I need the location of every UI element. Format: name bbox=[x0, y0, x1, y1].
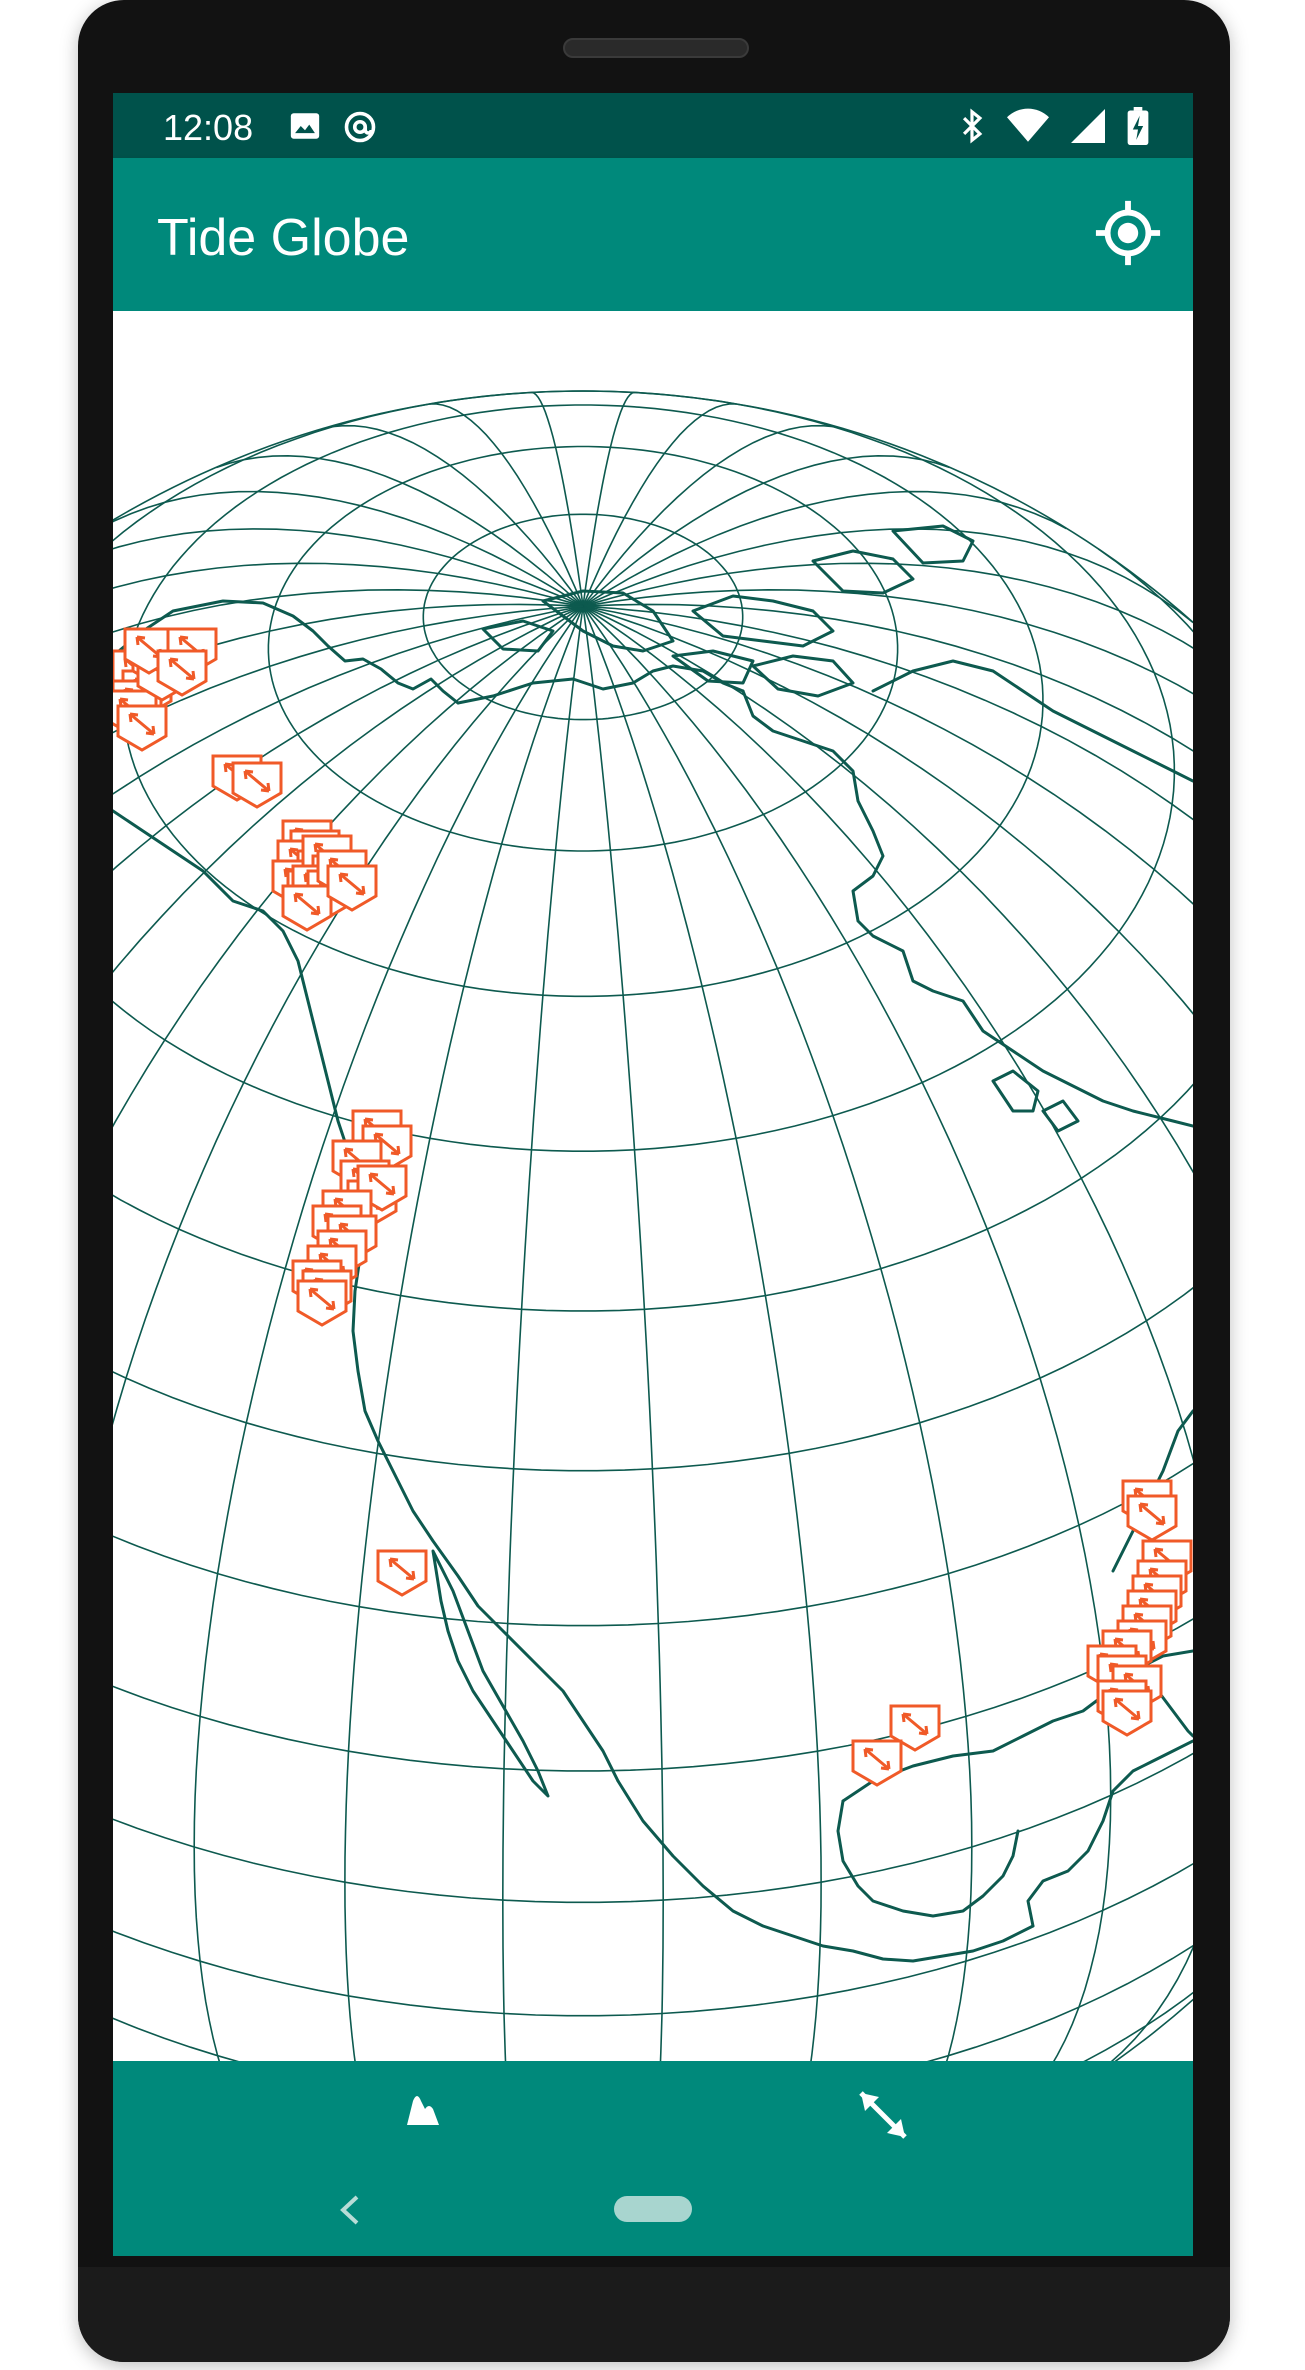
graticule bbox=[113, 390, 1193, 2061]
meridian-line bbox=[113, 605, 584, 1128]
meridian-line bbox=[501, 606, 584, 2061]
coastline-gulf bbox=[1026, 1739, 1193, 1928]
meridian-line bbox=[113, 603, 584, 681]
current-station-marker[interactable] bbox=[851, 1739, 903, 1787]
meridian-line bbox=[582, 562, 1193, 649]
parallel-line bbox=[113, 1752, 1193, 1904]
current-station-marker[interactable] bbox=[326, 864, 378, 912]
coastline-labrador bbox=[871, 659, 1193, 783]
at-sign-icon bbox=[342, 109, 378, 150]
globe-outline bbox=[113, 390, 1193, 2061]
parallel-line bbox=[113, 1462, 1193, 1627]
coastline-baja bbox=[431, 1549, 550, 1798]
meridian-line bbox=[582, 490, 1067, 607]
parallel-line bbox=[113, 1618, 1193, 1772]
app-bar: Tide Globe bbox=[113, 158, 1193, 311]
coastline-arctic bbox=[456, 664, 745, 705]
current-station-marker[interactable] bbox=[889, 1704, 941, 1752]
meridian-line bbox=[582, 588, 1193, 695]
coastline-hudson-bay bbox=[741, 689, 1193, 1128]
meridian-line bbox=[344, 605, 584, 2061]
parallel-line bbox=[1083, 1991, 1193, 2061]
screen: 12:08 Tide Globe bbox=[113, 93, 1193, 2256]
meridian-line bbox=[582, 605, 822, 2061]
meridian-line bbox=[531, 391, 584, 607]
image-icon bbox=[288, 109, 322, 150]
meridian-line bbox=[582, 605, 1193, 2061]
meridian-line bbox=[582, 605, 1112, 2061]
bluetooth-icon bbox=[959, 107, 985, 150]
phone-speaker bbox=[563, 38, 749, 58]
parallel-line bbox=[113, 1286, 1193, 1472]
meridian-line bbox=[582, 605, 1193, 1015]
current-station-marker[interactable] bbox=[1101, 1689, 1153, 1737]
meridian-line bbox=[582, 391, 635, 607]
meridian-line bbox=[113, 605, 584, 1426]
parallel-line bbox=[113, 1862, 1193, 2017]
meridian-line bbox=[582, 605, 1193, 1174]
app-title: Tide Globe bbox=[157, 209, 410, 267]
battery-charging-icon bbox=[1127, 107, 1149, 150]
meridian-line bbox=[322, 424, 584, 607]
status-time: 12:08 bbox=[163, 107, 254, 148]
coastline-mexico bbox=[616, 1779, 1035, 1963]
meridian-line bbox=[582, 605, 1193, 821]
meridian-line bbox=[113, 528, 584, 607]
meridian-line bbox=[113, 605, 584, 871]
system-navigation-bar bbox=[113, 2163, 1193, 2256]
meridian-line bbox=[582, 605, 1193, 905]
meridian-line bbox=[113, 588, 584, 633]
current-station-marker[interactable] bbox=[281, 884, 333, 932]
home-pill[interactable] bbox=[614, 2196, 692, 2222]
status-bar: 12:08 bbox=[113, 93, 1193, 158]
phone-bottom-bezel bbox=[78, 2267, 1230, 2362]
coastline-alaska bbox=[113, 599, 460, 705]
parallel-line bbox=[113, 548, 1193, 1312]
current-station-marker[interactable] bbox=[156, 649, 208, 697]
coastline-great-lakes bbox=[991, 1069, 1080, 1133]
meridian-line bbox=[113, 605, 584, 974]
meridian-line bbox=[113, 562, 584, 607]
meridian-line bbox=[193, 605, 584, 2061]
parallel-line bbox=[267, 445, 899, 852]
globe-map[interactable] bbox=[113, 311, 1193, 2061]
coastline-yucatan bbox=[836, 1799, 1020, 1918]
wifi-icon bbox=[1007, 108, 1049, 149]
current-station-marker[interactable] bbox=[296, 1279, 348, 1327]
meridian-line bbox=[216, 454, 584, 607]
my-location-icon bbox=[1095, 200, 1161, 266]
meridian-line bbox=[582, 454, 950, 607]
coastline-arctic-islands bbox=[481, 524, 975, 698]
meridian-line bbox=[113, 605, 584, 734]
coastlines bbox=[113, 524, 1193, 1963]
current-station-marker[interactable] bbox=[231, 761, 283, 809]
meridian-line bbox=[582, 424, 844, 607]
current-station-marker[interactable] bbox=[1126, 1494, 1178, 1542]
meridian-line bbox=[582, 603, 1193, 752]
current-station-marker[interactable] bbox=[116, 704, 168, 752]
my-location-button[interactable] bbox=[1093, 198, 1163, 268]
globe-canvas[interactable] bbox=[113, 311, 1193, 2061]
meridian-line bbox=[582, 605, 973, 2061]
tide-icon bbox=[399, 2085, 447, 2138]
current-station-marker[interactable] bbox=[376, 1549, 428, 1597]
parallel-line bbox=[122, 404, 1044, 998]
meridian-line bbox=[582, 528, 1193, 623]
station-markers[interactable] bbox=[113, 627, 1193, 1787]
coastline-west-coast bbox=[113, 809, 620, 1783]
parallel-line bbox=[113, 390, 1176, 1152]
parallel-line bbox=[422, 513, 744, 721]
back-chevron-icon[interactable] bbox=[335, 2193, 365, 2227]
current-arrows-icon bbox=[853, 2085, 913, 2150]
meridian-line bbox=[582, 606, 665, 2061]
meridian-line bbox=[113, 605, 584, 795]
signal-icon bbox=[1071, 109, 1105, 148]
